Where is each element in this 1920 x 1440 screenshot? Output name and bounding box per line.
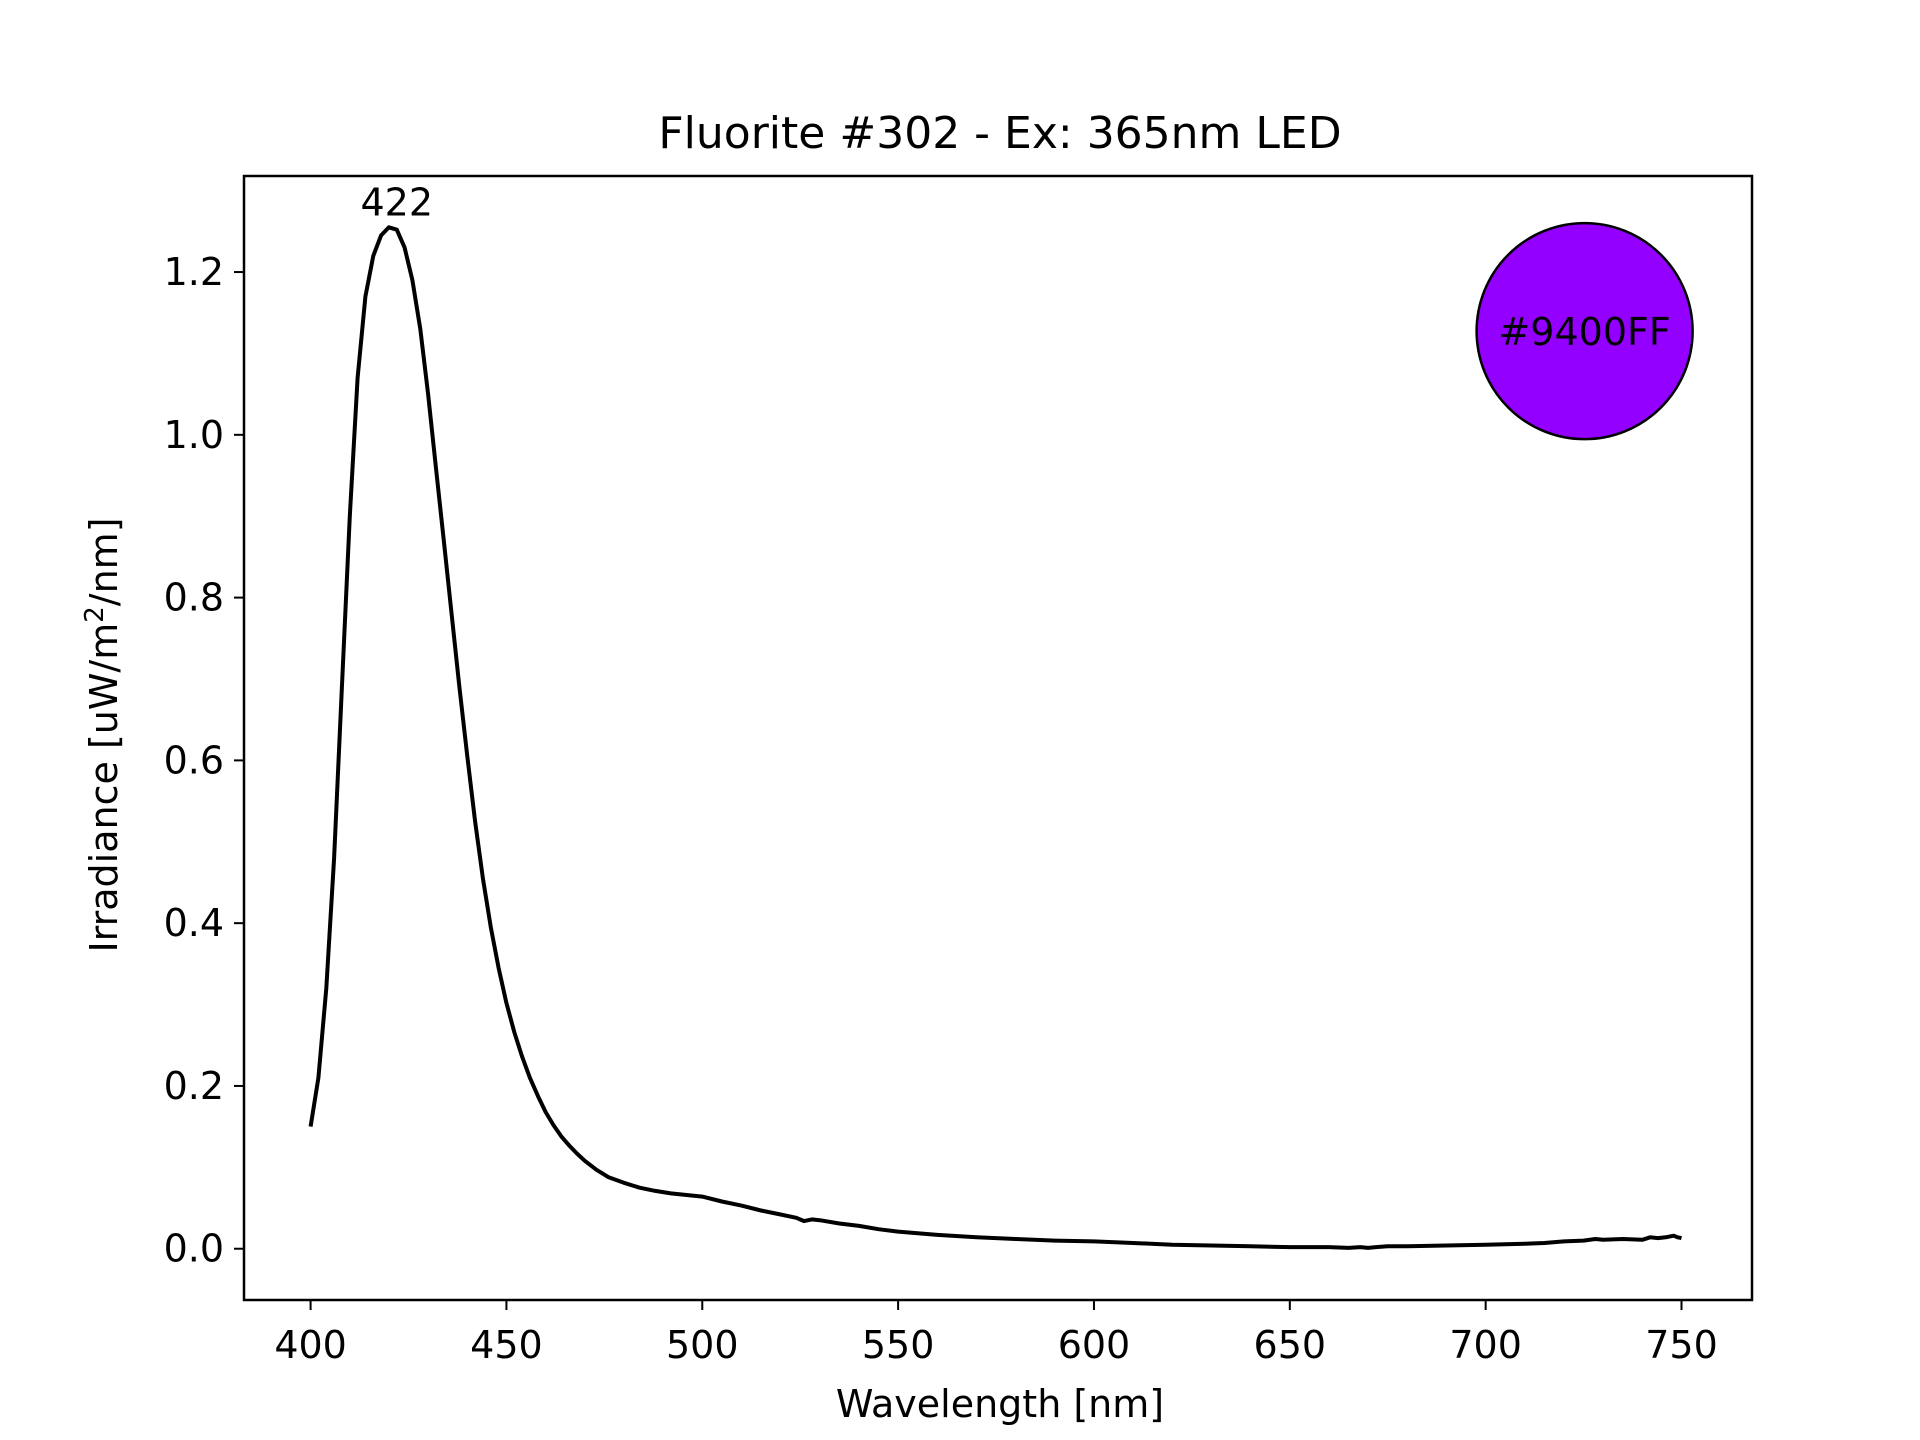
- x-tick-label-7: 750: [1645, 1323, 1718, 1367]
- y-axis-label-prefix: Irradiance [uW/m: [82, 623, 126, 953]
- x-tick-label-3: 550: [862, 1323, 935, 1367]
- y-tick-label-1: 0.2: [164, 1064, 224, 1108]
- x-tick-label-2: 500: [666, 1323, 739, 1367]
- series-line-0: [308, 225, 1682, 1250]
- y-axis-label: Irradiance [uW/m2/nm]: [80, 517, 126, 952]
- plot-area: 422 #9400FF: [242, 174, 1754, 1302]
- axes-frame: [242, 174, 1754, 1302]
- y-axis-label-suffix: /nm]: [82, 517, 126, 606]
- x-tick-label-6: 700: [1449, 1323, 1522, 1367]
- x-axis: 400 450 500 550 600 650 700 750: [274, 1300, 1718, 1367]
- color-swatch-label: #9400FF: [1498, 310, 1670, 354]
- chart-title: Fluorite #302 - Ex: 365nm LED: [658, 108, 1341, 159]
- y-tick-label-2: 0.4: [164, 901, 224, 945]
- x-axis-label: Wavelength [nm]: [836, 1382, 1164, 1426]
- y-tick-label-0: 0.0: [164, 1227, 224, 1271]
- color-swatch-circle: [1475, 221, 1694, 441]
- y-axis-label-superscript: 2: [80, 606, 110, 623]
- x-tick-label-1: 450: [470, 1323, 543, 1367]
- y-axis: 0.0 0.2 0.4 0.6 0.8 1.0 1.2: [164, 250, 244, 1271]
- y-tick-label-5: 1.0: [164, 413, 224, 457]
- peak-label-0: 422: [360, 180, 433, 224]
- y-tick-label-3: 0.6: [164, 738, 224, 782]
- x-tick-label-4: 600: [1058, 1323, 1131, 1367]
- x-tick-label-0: 400: [274, 1323, 347, 1367]
- y-tick-label-4: 0.8: [164, 576, 224, 620]
- x-tick-label-5: 650: [1254, 1323, 1327, 1367]
- y-tick-label-6: 1.2: [164, 250, 224, 294]
